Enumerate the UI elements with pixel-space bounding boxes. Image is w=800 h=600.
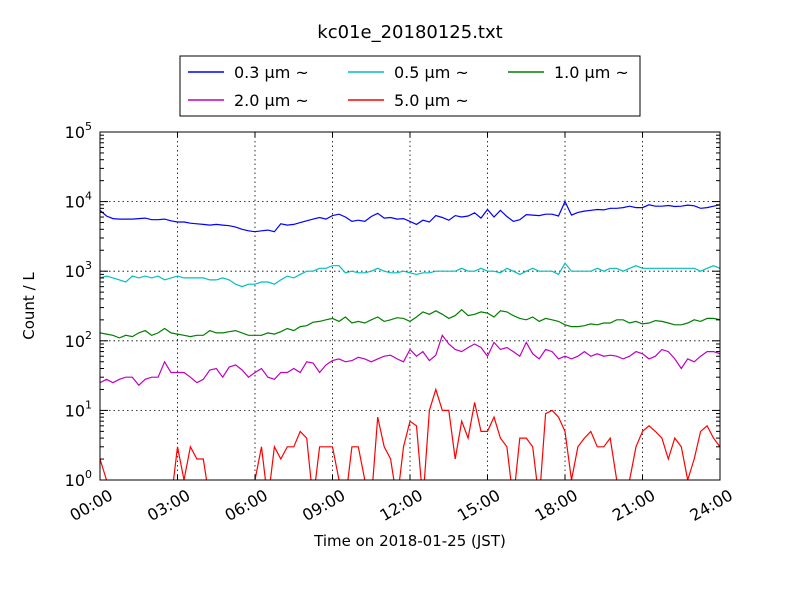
legend-label: 5.0 μm ~	[394, 91, 469, 110]
series-line	[100, 308, 720, 339]
legend: 0.3 μm ~ 0.5 μm ~ 1.0 μm ~ 2.0 μm ~ 5.0 μm ~	[179, 55, 641, 117]
y-axis-label: Count / L	[20, 272, 38, 340]
y-tick-label: 101	[65, 398, 92, 420]
y-tick-exponent: 1	[85, 398, 92, 411]
series-line	[100, 262, 720, 288]
series-line	[100, 200, 720, 233]
y-tick-label: 104	[65, 190, 92, 212]
legend-label: 0.5 μm ~	[394, 63, 469, 82]
y-tick-exponent: 3	[85, 259, 92, 272]
y-tick-exponent: 5	[85, 120, 92, 133]
series-group	[100, 200, 720, 480]
y-tick-label: 100	[65, 468, 92, 490]
y-tick-base: 10	[65, 471, 85, 490]
y-tick-exponent: 2	[85, 329, 92, 342]
y-tick-label: 103	[65, 259, 92, 281]
legend-label: 0.3 μm ~	[234, 63, 309, 82]
x-axis-label: Time on 2018-01-25 (JST)	[313, 532, 506, 550]
y-tick-base: 10	[65, 193, 85, 212]
chart-title: kc01e_20180125.txt	[317, 22, 502, 43]
y-tick-exponent: 0	[85, 468, 92, 481]
y-tick-exponent: 4	[85, 190, 92, 203]
y-tick-base: 10	[65, 332, 85, 351]
y-tick-base: 10	[65, 262, 85, 281]
series-line	[100, 387, 720, 480]
legend-box	[179, 55, 641, 117]
legend-label: 2.0 μm ~	[234, 91, 309, 110]
y-tick-base: 10	[65, 401, 85, 420]
y-tick-base: 10	[65, 123, 85, 142]
legend-label: 1.0 μm ~	[554, 63, 629, 82]
series-line	[100, 334, 720, 387]
y-tick-label: 105	[65, 120, 92, 142]
y-tick-label: 102	[65, 329, 92, 351]
